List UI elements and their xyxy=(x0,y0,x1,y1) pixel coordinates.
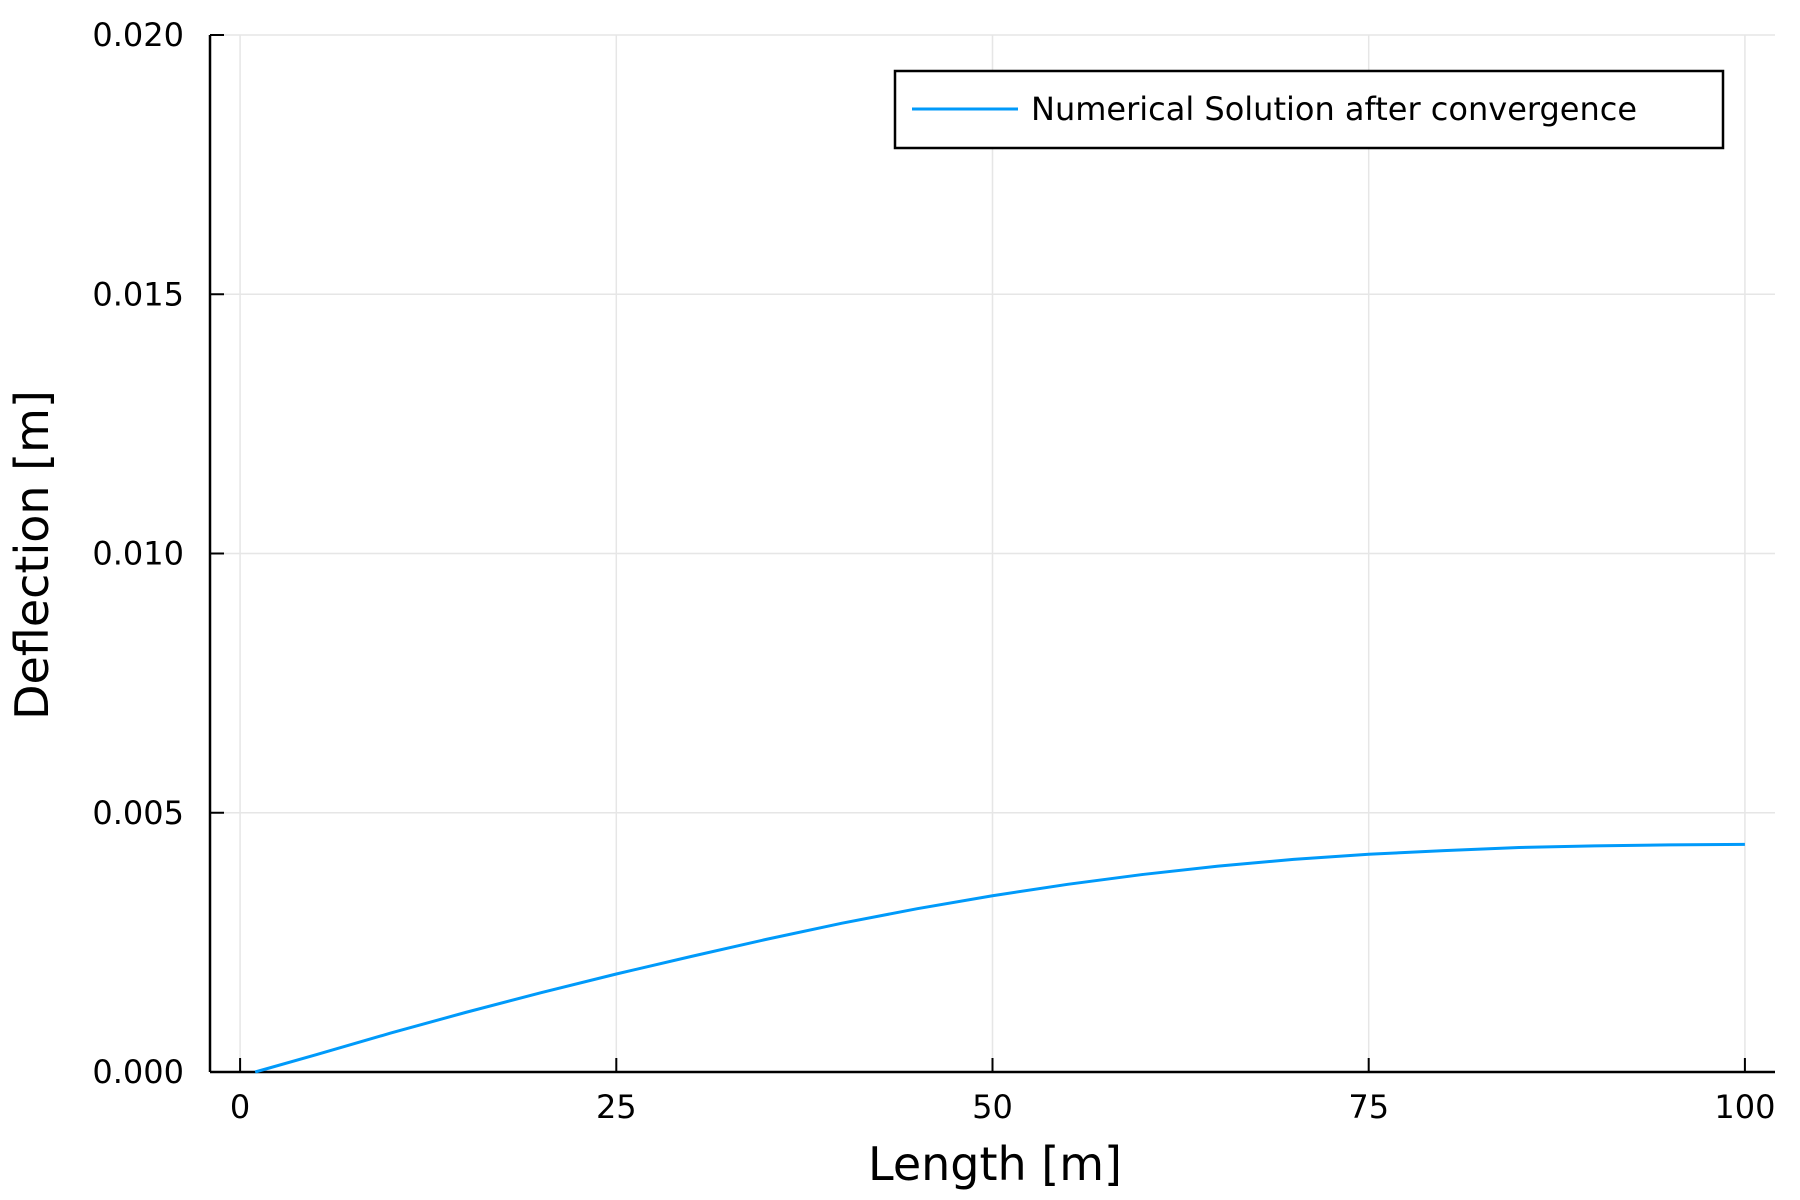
tick-labels: 0 25 50 75 100 0.000 0.005 0.010 0.015 0.020 xyxy=(92,16,1775,1126)
y-tick-label: 0.015 xyxy=(92,275,184,313)
axes xyxy=(208,34,1775,1074)
series-layer xyxy=(254,842,1745,1074)
x-tick-label: 25 xyxy=(596,1088,637,1126)
x-tick-label: 0 xyxy=(230,1088,250,1126)
y-axis-title: Deflection [m] xyxy=(5,390,59,720)
legend: Numerical Solution after convergence xyxy=(893,69,1725,150)
x-axis-title: Length [m] xyxy=(868,1137,1122,1191)
y-tick-label: 0.010 xyxy=(92,535,184,573)
legend-box xyxy=(893,69,1725,150)
y-tick-label: 0.005 xyxy=(92,794,184,832)
y-tick-label: 0.000 xyxy=(92,1053,184,1091)
series-line xyxy=(254,842,1745,1074)
x-tick-label: 75 xyxy=(1348,1088,1389,1126)
legend-label: Numerical Solution after convergence xyxy=(1031,90,1637,128)
y-tick-label: 0.020 xyxy=(92,16,184,54)
x-tick-label: 50 xyxy=(972,1088,1013,1126)
x-tick-label: 100 xyxy=(1714,1088,1775,1126)
